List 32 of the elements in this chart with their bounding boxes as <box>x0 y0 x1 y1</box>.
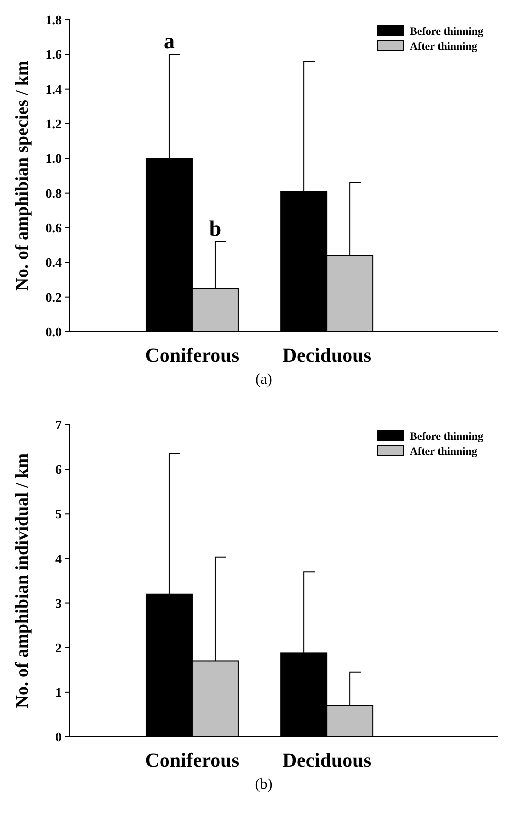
y-tick-label: 2 <box>56 640 62 656</box>
x-tick-label: Deciduous <box>282 345 372 367</box>
y-axis-title: No. of amphibian individual / km <box>12 453 32 709</box>
annotation: a <box>164 28 175 54</box>
x-tick-label: Coniferous <box>145 345 240 367</box>
y-axis-title: No. of amphibian species / km <box>12 60 32 292</box>
y-tick-label: 0.8 <box>46 186 62 201</box>
text: (b) <box>255 777 273 793</box>
y-tick-label: 7 <box>56 418 62 433</box>
legend-label: After thinning <box>410 446 478 458</box>
y-tick-label: 3 <box>56 596 62 611</box>
text: (a) <box>256 372 272 388</box>
y-tick-label: 1.2 <box>46 116 62 132</box>
y-tick-label: 0.6 <box>46 220 62 236</box>
x-tick-label: Coniferous <box>145 750 240 772</box>
y-tick-label: 1.4 <box>46 82 62 97</box>
y-tick-label: 6 <box>56 462 62 478</box>
x-tick-label: Deciduous <box>282 750 372 772</box>
legend-label: After thinning <box>410 41 478 53</box>
y-tick-label: 0.4 <box>46 255 62 270</box>
y-tick-label: 0 <box>56 730 62 745</box>
legend-label: Before thinning <box>410 26 484 38</box>
y-tick-label: 5 <box>56 506 62 522</box>
y-tick-label: 1 <box>56 684 62 700</box>
annotation: b <box>209 216 222 241</box>
y-tick-label: 1.8 <box>46 12 62 28</box>
legend-label: Before thinning <box>410 431 484 443</box>
y-tick-label: 0.2 <box>46 290 62 305</box>
y-tick-label: 4 <box>56 551 62 566</box>
y-tick-label: 1.6 <box>46 47 62 62</box>
y-tick-label: 0.0 <box>46 324 62 340</box>
y-tick-label: 1.0 <box>46 151 62 166</box>
